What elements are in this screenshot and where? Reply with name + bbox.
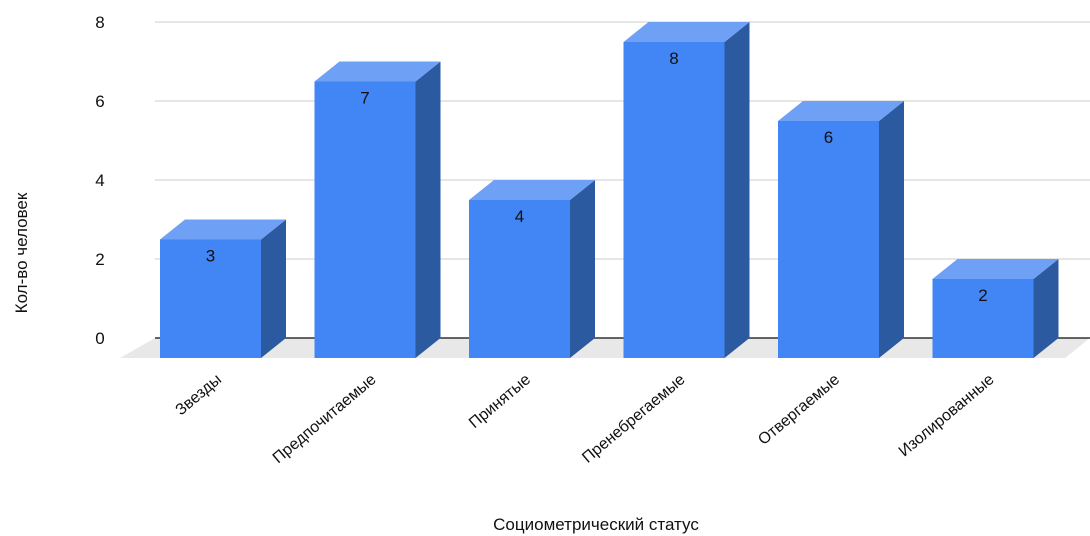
bar-front xyxy=(778,121,879,358)
bar: 8 xyxy=(623,22,750,358)
x-axis-title: Социометрический статус xyxy=(493,515,699,534)
bar-side xyxy=(1033,259,1059,358)
bar: 7 xyxy=(314,61,441,358)
bar: 6 xyxy=(778,101,904,358)
x-category-label: Изолированные xyxy=(896,371,998,460)
x-category-label: Принятые xyxy=(466,371,534,432)
y-tick-label: 4 xyxy=(95,171,104,190)
bar-side xyxy=(415,61,441,358)
x-categories-layer: Звезды Предпочитаемые Принятые Пренебрегаем… xyxy=(173,371,998,467)
bar-side xyxy=(724,22,750,358)
bar-value-label: 7 xyxy=(360,89,369,108)
bar-front xyxy=(623,42,725,358)
bar-front xyxy=(469,200,570,358)
bar-top xyxy=(932,259,1059,279)
bar-top xyxy=(623,22,750,42)
bar-value-label: 2 xyxy=(978,286,987,305)
bar-side xyxy=(879,101,904,358)
bar-value-label: 4 xyxy=(515,207,524,226)
bar-top xyxy=(469,180,595,200)
bar-value-label: 8 xyxy=(669,49,678,68)
bar-side xyxy=(570,180,595,358)
bar: 3 xyxy=(160,219,286,358)
x-category-label: Звезды xyxy=(173,371,226,419)
y-tick-label: 0 xyxy=(95,329,104,348)
y-ticks-layer: 0 2 4 6 8 xyxy=(95,13,104,348)
bar-value-label: 6 xyxy=(824,128,833,147)
bar-value-label: 3 xyxy=(206,247,215,266)
bar-front xyxy=(314,81,416,358)
bar-front xyxy=(932,279,1034,358)
x-category-label: Предпочитаемые xyxy=(270,371,380,467)
bar-front xyxy=(160,239,261,358)
bars-layer: 3 7 4 8 6 2 xyxy=(160,22,1059,358)
bar: 4 xyxy=(469,180,595,358)
bar-top xyxy=(160,219,286,240)
bar: 2 xyxy=(932,259,1059,358)
y-tick-label: 8 xyxy=(95,13,104,32)
bar-top xyxy=(778,101,904,121)
bar-top xyxy=(314,61,441,82)
bar-side xyxy=(261,219,286,358)
x-category-label: Отвергаемые xyxy=(755,371,843,449)
y-tick-label: 6 xyxy=(95,92,104,111)
y-axis-title: Кол-во человек xyxy=(12,192,31,313)
x-category-label: Пренебрегаемые xyxy=(579,371,688,467)
y-tick-label: 2 xyxy=(95,250,104,269)
